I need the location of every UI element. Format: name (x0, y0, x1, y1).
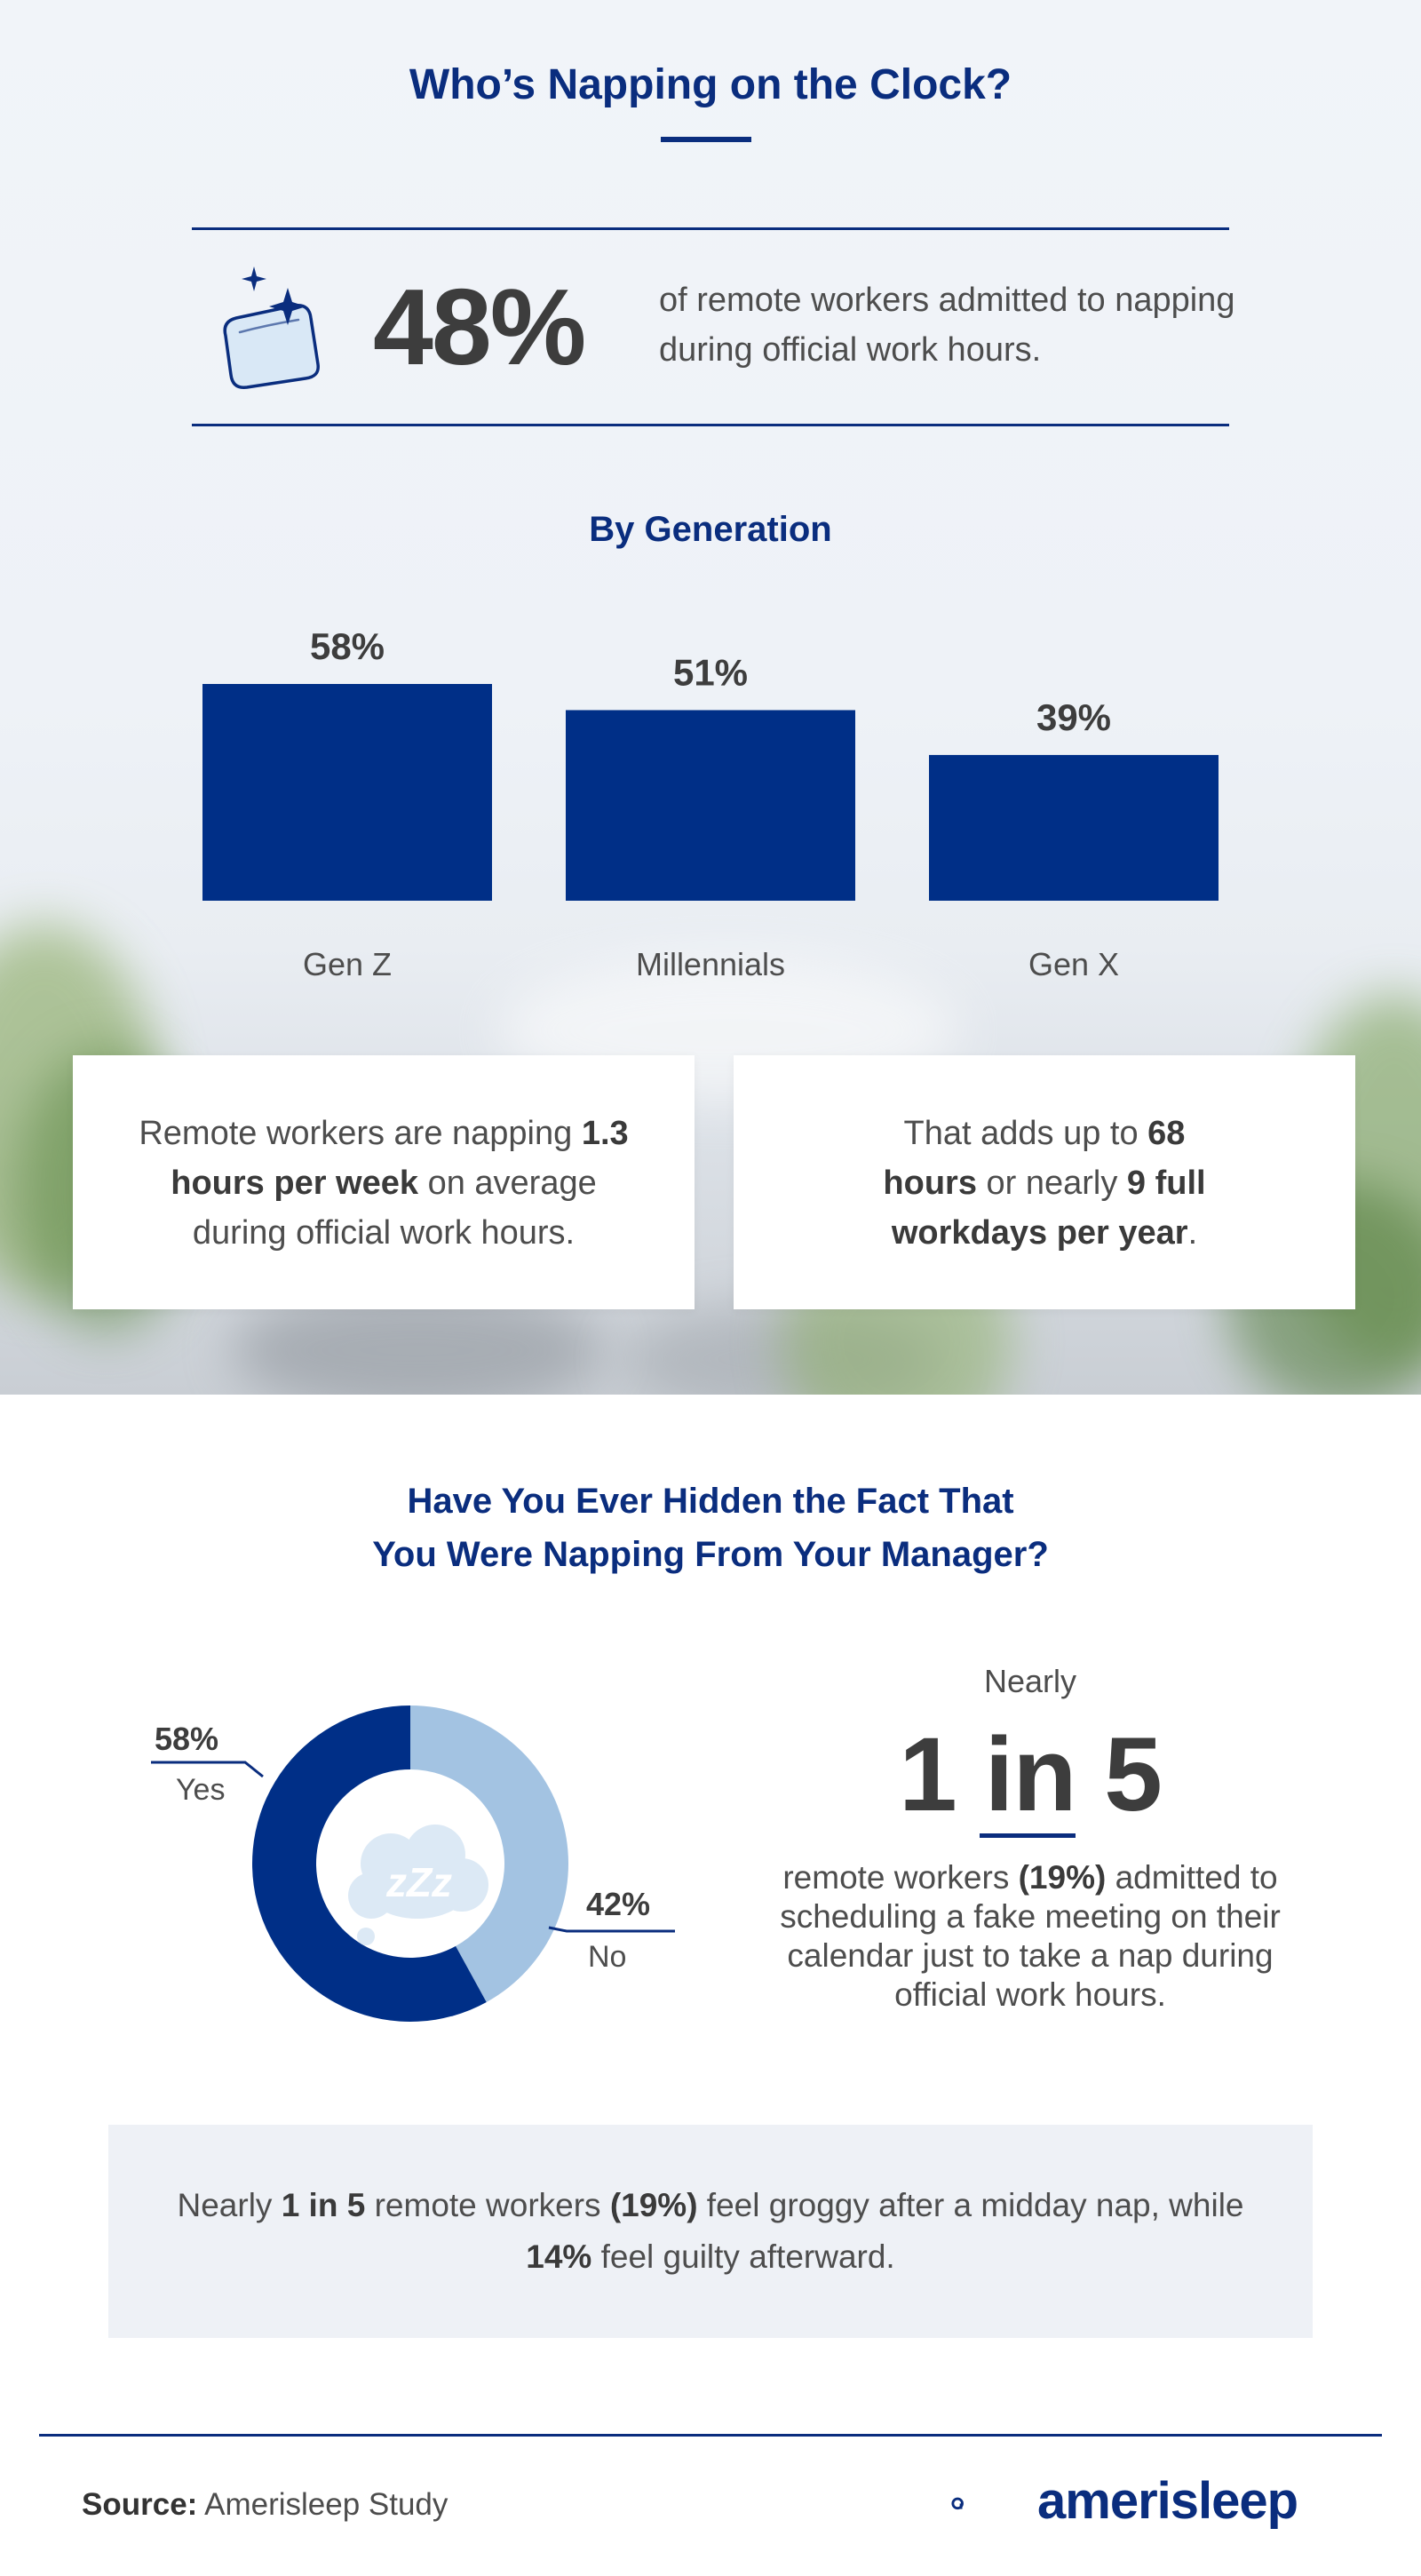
yearly-total-card: That adds up to 68 hours or nearly 9 ful… (734, 1055, 1355, 1309)
sleep-cloud-icon: zZz (348, 1825, 488, 1945)
hours-per-week-card: Remote workers are napping 1.3 hours per… (73, 1055, 695, 1309)
stat-text: admitted to scheduling a fake meeting on… (780, 1859, 1281, 2013)
card-highlight: 1.3 hours per week (171, 1115, 629, 1202)
donut-label-no-value: 42% (586, 1886, 650, 1922)
bar-value-label: 39% (1036, 696, 1111, 738)
donut-label-yes-value: 58% (155, 1721, 218, 1757)
card-text: Remote workers are napping (139, 1115, 582, 1152)
stat-bottom-rule (192, 424, 1229, 426)
headline-stat-value: 48% (373, 266, 586, 387)
note-text: feel guilty afterward. (591, 2238, 895, 2275)
bar-chart-title: By Generation (589, 510, 832, 549)
note-text: remote workers (365, 2187, 610, 2223)
bar-value-label: 51% (673, 651, 748, 693)
donut-label-no: No (588, 1940, 626, 1974)
donut-slice-yes (252, 1705, 487, 2022)
card-text: . (1187, 1214, 1198, 1252)
bar-value-label: 58% (310, 625, 385, 667)
donut-slice-no (410, 1705, 569, 2002)
groggy-note-box: Nearly 1 in 5 remote workers (19%) feel … (108, 2125, 1313, 2338)
bar-gen-z (202, 684, 492, 901)
cloud-text: zZz (385, 1859, 452, 1905)
note-highlight: 1 in 5 (281, 2187, 366, 2223)
card-text: That adds up to (903, 1115, 1148, 1152)
brand-name: amerisleep (1037, 2472, 1298, 2530)
generation-bar-chart: 58% Gen Z 51% Millennials 39% Gen X (202, 625, 1219, 982)
big-stat-underline (980, 1833, 1076, 1838)
fake-meeting-text: remote workers (19%) admitted to schedul… (764, 1858, 1297, 2015)
fake-meeting-big-stat: 1 in 5 (899, 1716, 1163, 1833)
card-highlight: 68 hours (883, 1115, 1186, 1202)
source-credit: Source: Amerisleep Study (82, 2487, 448, 2523)
note-highlight: 14% (526, 2238, 592, 2275)
headline-stat-text: of remote workers admitted to napping du… (659, 282, 1235, 369)
stat-text: remote workers (782, 1859, 1019, 1896)
note-text: Nearly (177, 2187, 282, 2223)
bar-millennials (566, 710, 855, 901)
pillow-sparkles-icon (223, 266, 320, 389)
donut-leader-no (548, 1926, 675, 1933)
card-text: or nearly (976, 1165, 1127, 1202)
amerisleep-logo-icon (951, 2497, 964, 2510)
source-label: Source: (82, 2487, 198, 2522)
card-text: on average during official work hours. (192, 1165, 597, 1252)
page-title: Who’s Napping on the Clock? (409, 61, 1012, 108)
bar-category-label: Gen Z (303, 946, 392, 982)
bar-category-label: Gen X (1028, 946, 1119, 982)
fake-meeting-nearly: Nearly (983, 1663, 1077, 1699)
donut-label-yes: Yes (176, 1773, 225, 1807)
title-underline (661, 137, 751, 142)
donut-leader-yes (151, 1761, 264, 1778)
hidden-nap-donut-chart: zZz 58% Yes 42% No (151, 1705, 675, 2022)
question-line: You Were Napping From Your Manager? (372, 1535, 1049, 1574)
footer-rule (39, 2434, 1382, 2437)
bar-gen-x (929, 754, 1219, 901)
stat-top-rule (192, 227, 1229, 230)
source-value: Amerisleep Study (197, 2487, 449, 2522)
question-title: Have You Ever Hidden the Fact That You W… (0, 1475, 1421, 1581)
question-line: Have You Ever Hidden the Fact That (407, 1482, 1014, 1521)
stat-highlight: (19%) (1018, 1859, 1107, 1896)
bar-category-label: Millennials (636, 946, 785, 982)
note-text: feel groggy after a midday nap, while (697, 2187, 1244, 2223)
note-highlight: (19%) (609, 2187, 698, 2223)
card-highlight: 9 full workdays per year (891, 1165, 1206, 1252)
